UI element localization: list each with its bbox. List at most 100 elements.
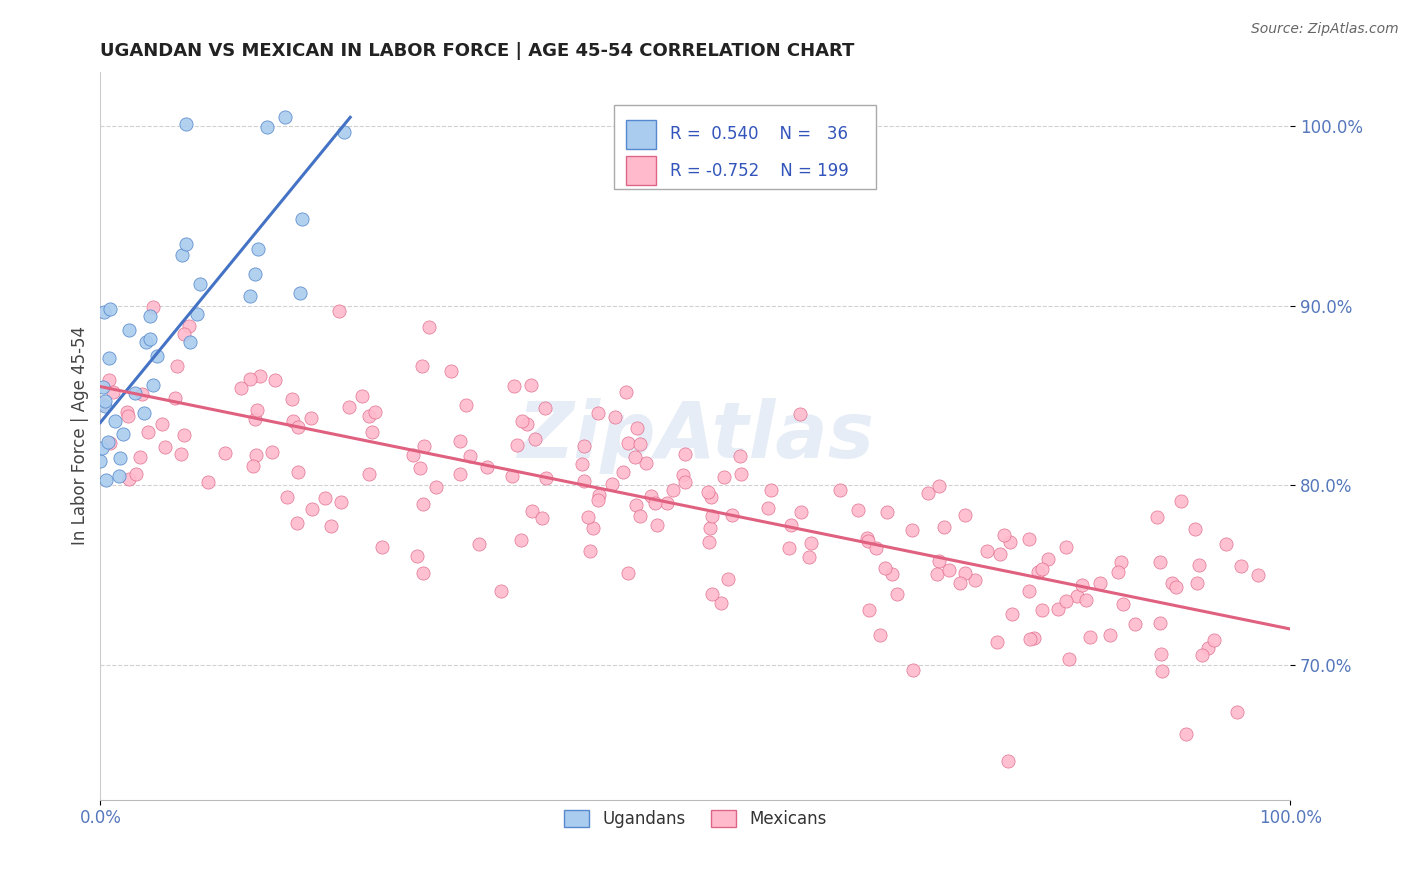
Point: [949, 576, 972, 591]
Point: [699, 490, 721, 504]
Point: [582, 521, 605, 535]
Text: R =  0.540    N =   36: R = 0.540 N = 36: [671, 125, 848, 144]
Point: [117, 405, 139, 419]
Point: [1184, 522, 1206, 536]
Point: [246, 403, 269, 417]
Point: [283, 414, 305, 428]
Point: [93, 305, 115, 319]
Point: [337, 401, 360, 415]
Point: [281, 392, 304, 406]
Point: [986, 635, 1008, 649]
Point: [274, 111, 297, 125]
Point: [634, 456, 657, 470]
Point: [363, 405, 385, 419]
FancyBboxPatch shape: [614, 105, 876, 189]
Point: [260, 445, 283, 459]
Point: [188, 277, 211, 292]
Point: [150, 417, 173, 432]
Point: [780, 518, 803, 533]
Point: [138, 332, 160, 346]
Point: [1070, 578, 1092, 592]
Point: [1146, 510, 1168, 524]
Point: [953, 508, 976, 522]
Point: [1111, 597, 1133, 611]
Point: [276, 490, 298, 504]
Point: [672, 468, 695, 483]
Point: [533, 401, 555, 415]
Point: [107, 469, 129, 483]
Point: [357, 467, 380, 481]
Point: [108, 450, 131, 465]
Point: [179, 334, 201, 349]
Point: [117, 409, 139, 424]
Point: [489, 583, 512, 598]
Point: [789, 505, 811, 519]
Point: [882, 567, 904, 582]
Point: [1018, 584, 1040, 599]
Point: [170, 447, 193, 461]
Point: [299, 410, 322, 425]
Point: [997, 755, 1019, 769]
Point: [186, 307, 208, 321]
Point: [865, 541, 887, 555]
Point: [287, 466, 309, 480]
Point: [1057, 652, 1080, 666]
Point: [1204, 633, 1226, 648]
Point: [640, 489, 662, 503]
Point: [412, 439, 434, 453]
Text: Source: ZipAtlas.com: Source: ZipAtlas.com: [1251, 22, 1399, 37]
Point: [624, 498, 647, 512]
Point: [170, 248, 193, 262]
Point: [673, 447, 696, 461]
Point: [319, 519, 342, 533]
Point: [617, 436, 640, 450]
Point: [993, 528, 1015, 542]
Point: [174, 237, 197, 252]
Point: [118, 472, 141, 486]
Point: [112, 427, 135, 442]
Point: [1078, 630, 1101, 644]
Point: [97, 373, 120, 387]
Point: [720, 508, 742, 522]
Point: [166, 359, 188, 373]
Point: [94, 399, 117, 413]
Point: [530, 511, 553, 525]
Point: [1215, 537, 1237, 551]
Point: [778, 541, 800, 555]
Point: [856, 531, 879, 545]
Point: [1018, 632, 1040, 647]
Point: [301, 501, 323, 516]
Point: [229, 381, 252, 395]
Point: [572, 439, 595, 453]
Point: [239, 372, 262, 386]
Point: [440, 364, 463, 378]
Point: [730, 467, 752, 482]
Point: [901, 663, 924, 677]
Point: [243, 267, 266, 281]
Point: [1074, 593, 1097, 607]
Point: [1187, 558, 1209, 573]
Point: [1160, 576, 1182, 591]
Point: [1229, 559, 1251, 574]
Point: [759, 483, 782, 497]
Point: [928, 554, 950, 568]
Point: [245, 448, 267, 462]
Point: [467, 537, 489, 551]
Point: [1152, 664, 1174, 678]
Point: [90, 441, 112, 455]
Point: [605, 409, 627, 424]
Point: [1149, 616, 1171, 631]
Text: R = -0.752    N = 199: R = -0.752 N = 199: [671, 161, 849, 179]
Point: [576, 509, 599, 524]
Point: [586, 406, 609, 420]
Point: [329, 495, 352, 509]
Point: [412, 497, 434, 511]
Point: [644, 496, 666, 510]
FancyBboxPatch shape: [626, 156, 657, 186]
Point: [1031, 603, 1053, 617]
Point: [242, 459, 264, 474]
Point: [118, 323, 141, 337]
Point: [98, 302, 121, 317]
Point: [98, 351, 121, 366]
Point: [402, 448, 425, 462]
